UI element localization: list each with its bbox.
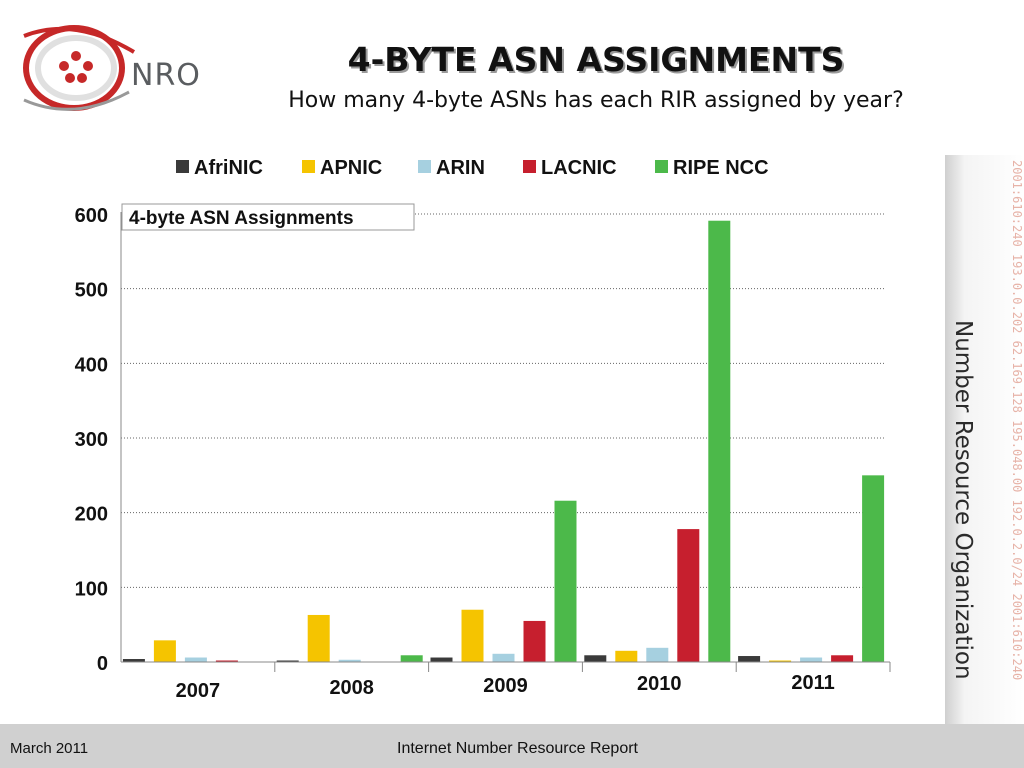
legend-swatch <box>655 160 668 173</box>
x-tick-label: 2011 <box>791 672 834 694</box>
y-tick-label: 200 <box>75 504 108 526</box>
bar-arin-2011 <box>800 657 823 662</box>
y-tick-label: 500 <box>75 280 108 302</box>
bar-ripe-ncc-2011 <box>862 475 885 662</box>
side-decoration-panel <box>945 155 1024 725</box>
bar-afrinic-2008 <box>276 660 299 662</box>
legend-label: RIPE NCC <box>673 157 769 179</box>
slide-subtitle: How many 4-byte ASNs has each RIR assign… <box>288 88 904 113</box>
chart-gridlines <box>121 213 884 588</box>
legend-label: APNIC <box>320 157 382 179</box>
bar-arin-2007 <box>184 657 207 662</box>
bar-afrinic-2011 <box>738 656 761 662</box>
legend-swatch <box>302 160 315 173</box>
y-tick-label: 300 <box>75 429 108 451</box>
chart-title-box: 4-byte ASN Assignments <box>121 203 415 231</box>
chart-legend: AfriNIC APNIC ARIN LACNIC RIPE NCC <box>176 157 769 179</box>
y-tick-label: 600 <box>75 205 108 227</box>
y-tick-label: 0 <box>97 653 108 675</box>
bar-lacnic-2007 <box>215 660 238 662</box>
logo-text: NRO <box>131 58 201 93</box>
legend-label: ARIN <box>436 157 485 179</box>
side-organization-label: Number Resource Organization <box>950 320 976 680</box>
legend-label: AfriNIC <box>194 157 263 179</box>
nro-logo <box>23 25 136 111</box>
bar-apnic-2010 <box>615 650 638 662</box>
legend-label: LACNIC <box>541 157 617 179</box>
footer-date: March 2011 <box>10 740 89 757</box>
bar-chart: AfriNIC APNIC ARIN LACNIC RIPE NCC 0 100 200 30… <box>75 157 891 702</box>
bar-apnic-2008 <box>307 614 330 662</box>
bar-lacnic-2011 <box>831 655 854 662</box>
x-tick-label: 2009 <box>483 675 528 697</box>
bar-ripe-ncc-2008 <box>400 655 423 662</box>
bar-lacnic-2010 <box>677 529 700 662</box>
bar-arin-2010 <box>646 647 669 662</box>
bar-ripe-ncc-2010 <box>708 220 731 662</box>
chart-axes: 0 100 200 300 400 500 600 2007 2008 2009 2010 2011 <box>75 205 891 702</box>
slide-title: 4-BYTE ASN ASSIGNMENTS <box>347 40 845 79</box>
bar-arin-2008 <box>338 659 361 662</box>
bar-ripe-ncc-2009 <box>554 500 577 662</box>
bar-lacnic-2009 <box>523 620 546 662</box>
footer-report-title: Internet Number Resource Report <box>397 740 638 757</box>
chart-bars <box>122 220 885 662</box>
chart-title: 4-byte ASN Assignments <box>129 208 354 229</box>
x-tick-label: 2007 <box>176 680 221 702</box>
bar-afrinic-2010 <box>584 655 607 662</box>
y-tick-label: 100 <box>75 578 108 600</box>
bar-apnic-2011 <box>769 660 792 662</box>
bar-afrinic-2007 <box>122 659 145 662</box>
bar-apnic-2007 <box>153 640 176 662</box>
x-tick-label: 2010 <box>637 673 682 695</box>
legend-swatch <box>176 160 189 173</box>
footer-bar: March 2011 Internet Number Resource Repo… <box>0 724 1024 768</box>
bar-apnic-2009 <box>461 609 484 662</box>
legend-swatch <box>418 160 431 173</box>
bar-arin-2009 <box>492 653 515 662</box>
x-tick-label: 2008 <box>329 677 374 699</box>
y-tick-label: 400 <box>75 354 108 376</box>
bar-afrinic-2009 <box>430 657 453 662</box>
legend-swatch <box>523 160 536 173</box>
